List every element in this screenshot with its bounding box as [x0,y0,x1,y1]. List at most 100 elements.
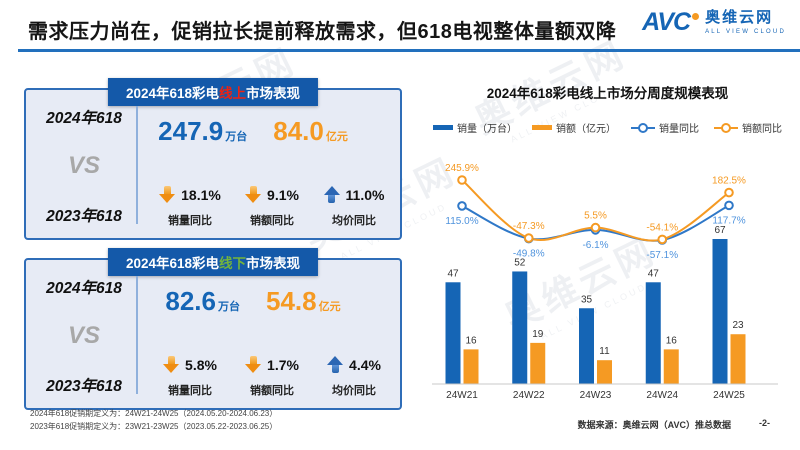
line-point-marker [590,222,601,233]
vs-label: VS [67,322,100,349]
volume-bar [512,271,528,384]
down-arrow-icon [245,186,262,203]
amount-bar [663,349,679,384]
line-point-marker [523,233,534,243]
line-point-label: 115.0% [445,216,478,227]
metric-top: 1.7% [245,354,299,375]
offline-panel-header: 2024年618彩电线下市场表现 [107,248,319,276]
line-point-label: -57.1% [646,250,678,261]
bar-value-label: 11 [599,346,610,357]
legend-line-swatch-icon [631,122,655,133]
avc-logo-name-block: 奥维云网 ALL VIEW CLOUD [705,9,786,35]
vs-label: VS [67,152,100,179]
volume-value: 82.6 [165,286,216,316]
bar-value-label: 35 [581,294,593,305]
up-arrow-icon [323,186,340,203]
metric-volume-yoy: 18.1% 销量同比 [154,184,226,228]
legend-item: 销量同比 [631,120,699,135]
metric-top: 18.1% [159,184,221,205]
legend-bar-swatch-icon [433,125,453,130]
year-2023: 2023年618 [46,208,122,225]
amount-unit: 亿元 [318,301,341,313]
legend-label: 销量同比 [659,124,699,135]
avc-logo-text: AVC [642,8,691,37]
metric-top: 11.0% [323,184,384,205]
volume-unit: 万台 [225,131,248,143]
metric-label: 均价同比 [332,385,376,397]
volume-bar [445,282,461,384]
down-arrow-icon [163,356,180,373]
chart-title: 2024年618彩电线上市场分周度规模表现 [486,86,729,101]
offline-market-panel: 2024年618彩电线下市场表现 2024年618 VS 2023年618 82… [24,248,402,410]
metric-value: 9.1% [267,186,299,203]
tab-prefix: 2024年618彩电 [125,86,220,101]
metrics-row: 18.1% 销量同比 9.1% 销额同比 11.0% 均价 [146,184,394,228]
amount-bar [730,334,746,384]
metric-label: 销量同比 [168,385,212,397]
line-point-marker [657,234,668,245]
line-point-marker [724,187,734,198]
metric-label: 销量同比 [168,215,212,227]
amount-value-group: 54.8 亿元 [266,288,341,314]
tab-prefix: 2024年618彩电 [125,256,220,271]
bar-value-label: 16 [666,335,678,346]
amount-value: 54.8 [266,286,317,316]
legend-bar-swatch-icon [532,125,552,130]
down-arrow-icon [245,356,262,373]
line-point-label: -54.1% [646,222,678,233]
values-row: 247.9 万台 84.0 亿元 [146,118,394,144]
footnotes: 2024年618促销期定义为：24W21-24W25（2024.05.20-20… [30,408,277,434]
x-tick-label: 24W22 [513,390,545,401]
online-market-panel: 2024年618彩电线上市场表现 2024年618 VS 2023年618 24… [24,78,402,240]
header-divider [18,49,800,52]
data-source: 数据来源：奥维云网（AVC）推总数据 [577,420,731,430]
tab-suffix: 市场表现 [246,86,301,101]
online-panel-content: 247.9 万台 84.0 亿元 18.1% 销量同比 [146,102,394,230]
bar-value-label: 23 [732,320,744,331]
legend-item: 销额（亿元） [532,120,616,135]
page-number: -2- [759,418,770,428]
metric-volume-yoy: 5.8% 销量同比 [154,354,226,398]
footnote-2023: 2023年618促销期定义为：23W21-23W25（2023.05.22-20… [30,421,278,431]
values-row: 82.6 万台 54.8 亿元 [146,288,394,314]
metric-value: 1.7% [267,356,299,373]
avc-logo-name: 奥维云网 [705,9,774,26]
weekly-scale-chart: 47 52 35 47 67 16 19 11 16 23 24W21 24W22 24W23 24W24… [432,163,778,401]
amount-value-group: 84.0 亿元 [273,118,348,144]
amount-unit: 亿元 [325,131,348,143]
x-tick-label: 24W24 [646,390,678,401]
bar-value-label: 47 [447,268,459,279]
avc-logo-tagline: ALL VIEW CLOUD [705,28,786,35]
panel-divider [136,276,138,394]
metric-top: 9.1% [245,184,299,205]
line-point-label: -47.3% [513,221,545,232]
avc-logo-dot-icon [692,13,700,21]
avc-logo-mark: AVC [642,8,700,37]
metric-price-yoy: 4.4% 均价同比 [318,354,390,398]
chart-legend: 销量（万台） 销额（亿元） 销量同比 销额同比 [420,120,795,135]
bar-value-label: 19 [532,329,544,340]
year-2023: 2023年618 [46,378,122,395]
legend-item: 销量（万台） [433,120,517,135]
line-point-marker [457,201,467,211]
bar-value-label: 16 [465,335,477,346]
volume-value-group: 82.6 万台 [165,288,240,314]
line-point-label: 182.5% [712,176,746,187]
comparison-years: 2024年618 VS 2023年618 [34,276,134,396]
metric-value: 5.8% [185,356,217,373]
legend-label: 销量（万台） [457,124,517,135]
line-point-label: -6.1% [582,240,608,251]
line-point-label: 117.7% [712,215,745,226]
metric-value: 4.4% [349,356,381,373]
metrics-row: 5.8% 销量同比 1.7% 销额同比 4.4% 均价同比 [146,354,394,398]
volume-bar [645,282,661,384]
legend-marker-dot [638,122,648,133]
line-point-label: -49.8% [513,249,545,260]
line-point-label: 245.9% [445,163,479,174]
bar-value-label: 67 [714,225,726,236]
bar-value-label: 52 [514,257,526,268]
metric-label: 均价同比 [332,215,376,227]
online-panel-header: 2024年618彩电线上市场表现 [107,78,319,106]
line-point-marker [457,175,467,185]
